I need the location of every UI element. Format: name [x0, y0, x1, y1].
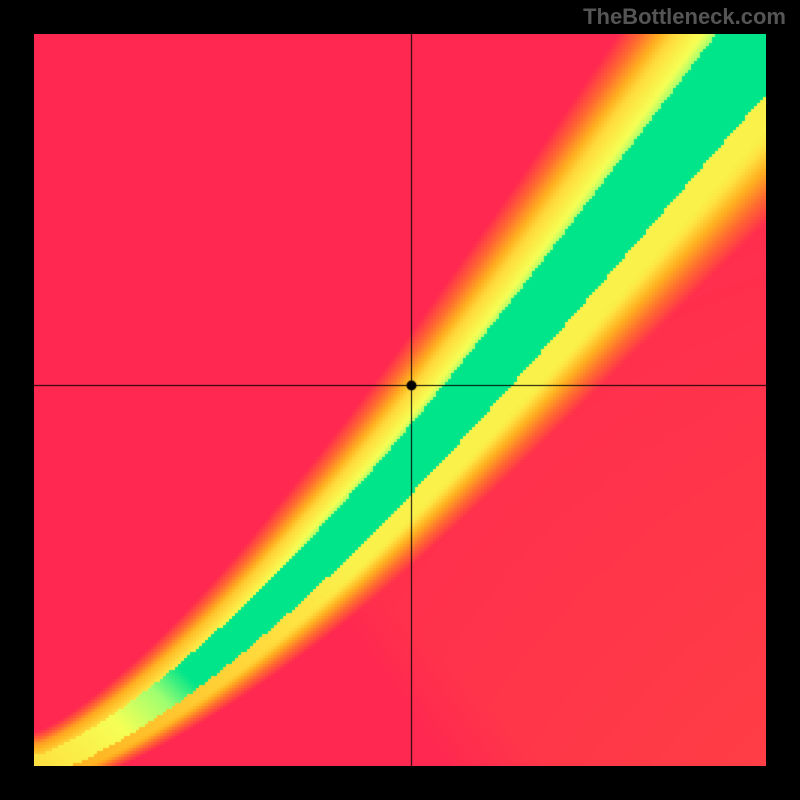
bottleneck-heatmap: [34, 34, 766, 766]
watermark-text: TheBottleneck.com: [583, 4, 786, 30]
chart-container: TheBottleneck.com: [0, 0, 800, 800]
